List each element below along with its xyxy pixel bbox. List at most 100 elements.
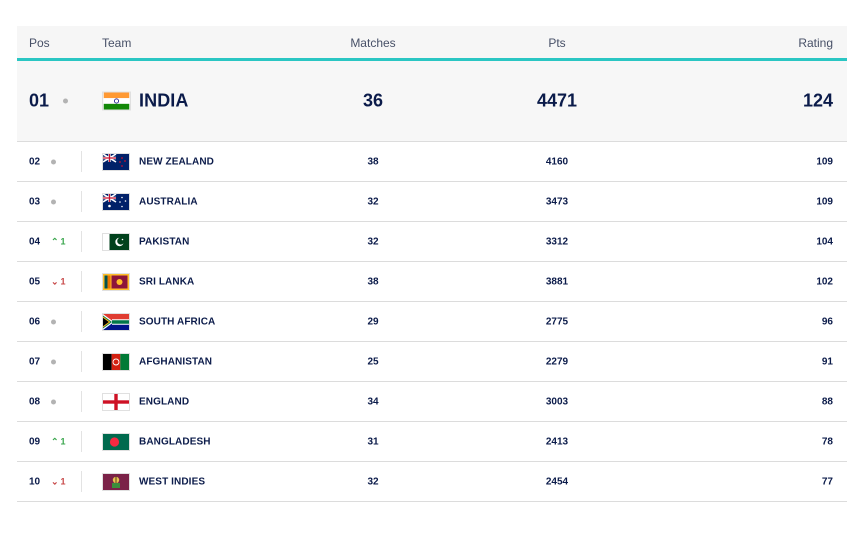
india-flag-icon	[102, 91, 131, 111]
matches-value: 32	[367, 476, 379, 487]
rating-value: 109	[816, 196, 833, 207]
rating-value: 109	[816, 156, 833, 167]
points-value: 4160	[545, 156, 569, 167]
west-indies-flag-icon	[102, 472, 130, 491]
team-name[interactable]: SRI LANKA	[139, 276, 195, 287]
movement-indicator	[51, 199, 56, 204]
table-row[interactable]: 02 NEW ZEALAND 38 4160 109	[17, 142, 847, 182]
table-row[interactable]: 05 ⌄ 1 SRI LANKA 38 3881 102	[17, 262, 847, 302]
header-team[interactable]: Team	[102, 36, 132, 50]
column-divider	[81, 271, 82, 292]
column-divider	[81, 191, 82, 212]
matches-value: 29	[367, 316, 379, 327]
movement-indicator: ⌃ 1	[51, 436, 66, 447]
table-row[interactable]: 10 ⌄ 1 WEST INDIES 32 2454 77	[17, 462, 847, 502]
points-value: 3473	[545, 196, 569, 207]
row-position: 06	[29, 316, 41, 327]
rating-value: 102	[816, 276, 833, 287]
movement-indicator	[51, 319, 56, 324]
column-divider	[81, 151, 82, 172]
matches-value: 32	[367, 236, 379, 247]
position-change: 1	[60, 436, 66, 447]
movement-indicator	[63, 98, 68, 104]
table-row[interactable]: 03 AUSTRALIA 32 3473 109	[17, 182, 847, 222]
matches-value: 31	[367, 436, 379, 447]
team-name[interactable]: AFGHANISTAN	[139, 356, 213, 367]
rankings-table: Pos Team Matches Pts Rating 01 INDIA 36 …	[17, 26, 847, 502]
down-arrow-icon: ⌄	[51, 476, 59, 486]
team-name[interactable]: SOUTH AFRICA	[139, 316, 216, 327]
up-arrow-icon: ⌃	[51, 436, 59, 446]
column-divider	[81, 391, 82, 412]
team-name[interactable]: AUSTRALIA	[139, 196, 198, 207]
south-africa-flag-icon	[102, 312, 130, 331]
no-change-dot-icon	[51, 199, 56, 204]
header-pts[interactable]: Pts	[548, 36, 566, 50]
rating-value: 78	[821, 436, 833, 447]
header-rating[interactable]: Rating	[798, 36, 833, 50]
points-value: 2454	[545, 476, 569, 487]
rating-value: 91	[821, 356, 833, 367]
matches-value: 34	[367, 396, 379, 407]
column-divider	[81, 471, 82, 492]
column-divider	[81, 231, 82, 252]
table-row[interactable]: 04 ⌃ 1 PAKISTAN 32 3312 104	[17, 222, 847, 262]
sri-lanka-flag-icon	[102, 272, 130, 291]
matches-value: 32	[367, 196, 379, 207]
no-change-dot-icon	[51, 159, 56, 164]
movement-indicator: ⌃ 1	[51, 236, 66, 247]
matches-value: 38	[367, 156, 379, 167]
movement-indicator: ⌄ 1	[51, 276, 66, 287]
up-arrow-icon: ⌃	[51, 236, 59, 246]
position-change: 1	[60, 276, 66, 287]
matches-value: 38	[367, 276, 379, 287]
row-position: 08	[29, 396, 41, 407]
table-row[interactable]: 01 INDIA 36 4471 124	[17, 61, 847, 142]
points-value: 2279	[545, 356, 569, 367]
points-value: 3312	[545, 236, 569, 247]
header-pos[interactable]: Pos	[29, 36, 50, 50]
table-row[interactable]: 06 SOUTH AFRICA 29 2775 96	[17, 302, 847, 342]
row-position: 05	[29, 276, 41, 287]
points-value: 3003	[545, 396, 569, 407]
australia-flag-icon	[102, 192, 130, 211]
no-change-dot-icon	[51, 399, 56, 404]
row-position: 10	[29, 476, 41, 487]
team-name[interactable]: BANGLADESH	[139, 436, 211, 447]
no-change-dot-icon	[51, 319, 56, 324]
team-name[interactable]: INDIA	[139, 90, 189, 111]
table-row[interactable]: 09 ⌃ 1 BANGLADESH 31 2413 78	[17, 422, 847, 462]
rating-value: 96	[821, 316, 833, 327]
column-divider	[81, 311, 82, 332]
row-position: 02	[29, 156, 41, 167]
points-value: 2413	[545, 436, 569, 447]
row-position: 07	[29, 356, 41, 367]
afghanistan-flag-icon	[102, 352, 130, 371]
column-divider	[81, 431, 82, 452]
points-value: 4471	[536, 90, 578, 111]
team-name[interactable]: ENGLAND	[139, 396, 190, 407]
points-value: 3881	[545, 276, 569, 287]
points-value: 2775	[545, 316, 569, 327]
header-matches[interactable]: Matches	[350, 36, 396, 50]
pakistan-flag-icon	[102, 232, 130, 251]
team-name[interactable]: WEST INDIES	[139, 476, 206, 487]
matches-value: 25	[367, 356, 379, 367]
position-change: 1	[60, 236, 66, 247]
matches-value: 36	[362, 90, 384, 111]
rating-value: 104	[816, 236, 833, 247]
movement-indicator	[51, 159, 56, 164]
rating-value: 88	[821, 396, 833, 407]
movement-indicator	[51, 359, 56, 364]
table-row[interactable]: 07 AFGHANISTAN 25 2279 91	[17, 342, 847, 382]
table-row[interactable]: 08 ENGLAND 34 3003 88	[17, 382, 847, 422]
england-flag-icon	[102, 392, 130, 411]
bangladesh-flag-icon	[102, 432, 130, 451]
down-arrow-icon: ⌄	[51, 276, 59, 286]
team-name[interactable]: NEW ZEALAND	[139, 156, 214, 167]
row-position: 04	[29, 236, 41, 247]
new-zealand-flag-icon	[102, 152, 130, 171]
table-header: Pos Team Matches Pts Rating	[17, 26, 847, 61]
no-change-dot-icon	[63, 98, 68, 104]
team-name[interactable]: PAKISTAN	[139, 236, 190, 247]
